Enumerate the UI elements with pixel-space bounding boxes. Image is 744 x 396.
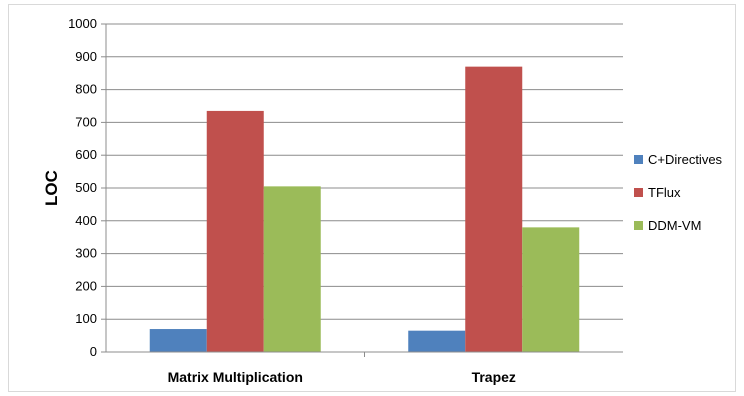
y-tick-label: 200 [75,278,97,293]
bar-c-directives [408,330,466,352]
y-tick-label: 600 [75,147,97,162]
bar-ddm-vm [263,186,321,352]
y-tick-label: 500 [75,180,97,195]
y-tick-label: 400 [75,213,97,228]
legend-label: TFlux [648,185,681,200]
legend-label: DDM-VM [648,218,701,233]
y-tick-label: 1000 [68,16,97,31]
chart-area: 0 100 200 300 400 500 600 700 800 900 1000 Matrix M… [8,4,736,392]
legend-label: C+Directives [648,152,723,167]
bar-tflux [206,110,264,352]
bar-tflux [465,66,523,352]
y-tick-label: 300 [75,246,97,261]
legend-swatch [634,188,643,197]
x-category-label: Matrix Multiplication [168,369,303,385]
y-tick-label: 800 [75,82,97,97]
bar-ddm-vm [522,227,580,352]
x-category-label: Trapez [472,369,516,385]
y-axis-label: LOC [42,170,61,206]
legend-swatch [634,155,643,164]
bar-c-directives [149,329,207,352]
bar-chart: 0 100 200 300 400 500 600 700 800 900 1000 Matrix M… [42,16,723,385]
y-tick-label: 0 [90,344,97,359]
y-tick-label: 900 [75,49,97,64]
y-tick-label: 100 [75,311,97,326]
y-tick-label: 700 [75,114,97,129]
legend-swatch [634,221,643,230]
